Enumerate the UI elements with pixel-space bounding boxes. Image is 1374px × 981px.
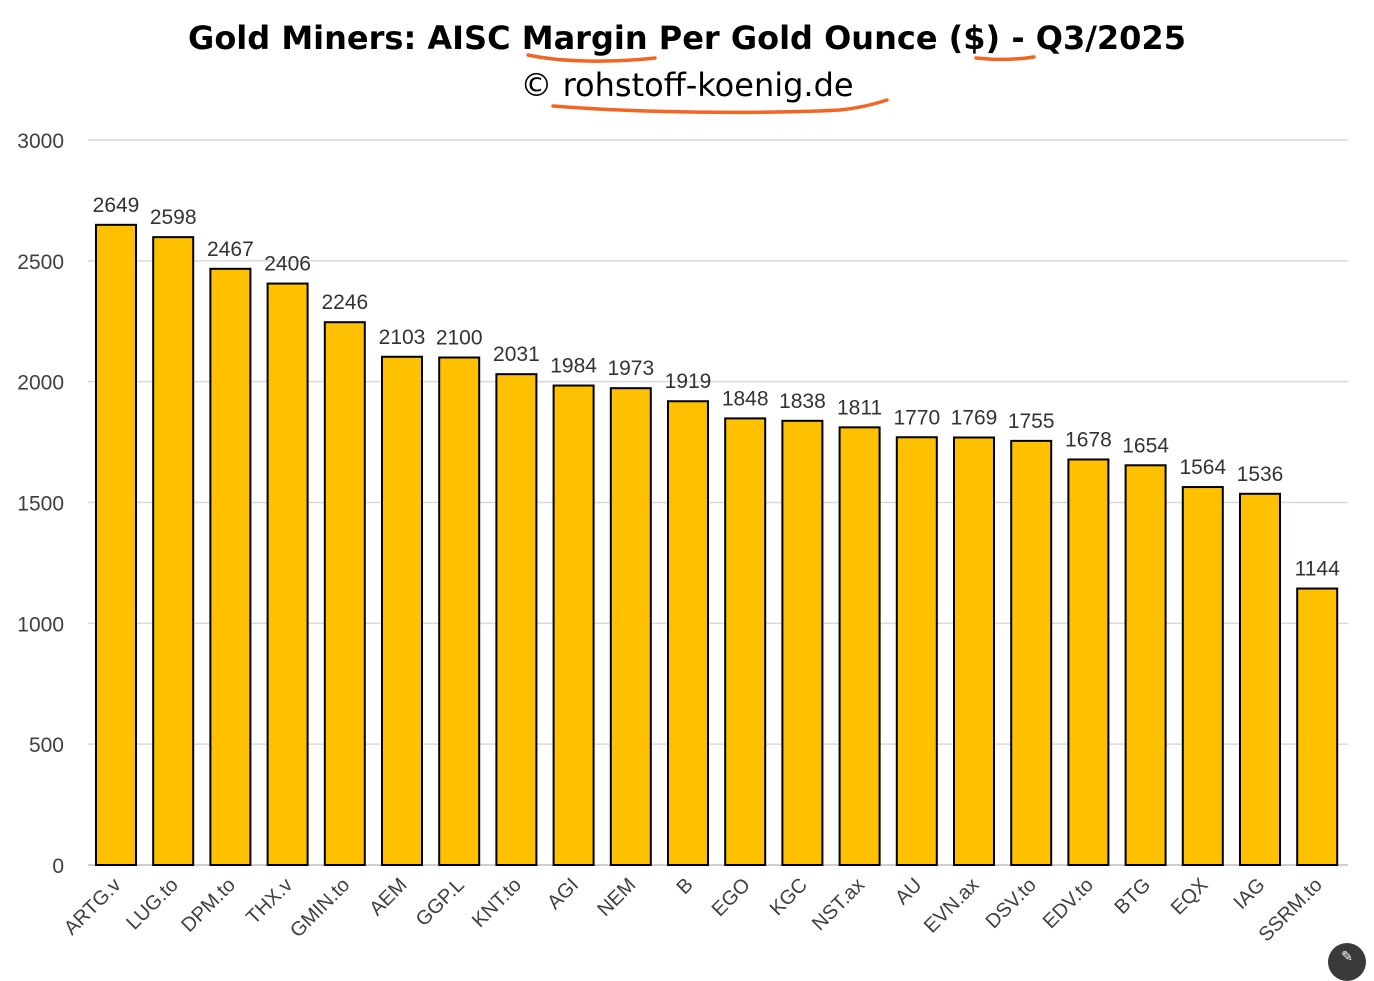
data-label: 1811 bbox=[837, 396, 882, 419]
x-tick-label: GGP.L bbox=[412, 874, 469, 931]
chart-title-group: Gold Miners: AISC Margin Per Gold Ounce … bbox=[188, 19, 1186, 104]
x-tick-label: IAG bbox=[1230, 874, 1270, 914]
chart-title: Gold Miners: AISC Margin Per Gold Ounce … bbox=[188, 19, 1186, 57]
data-label: 1838 bbox=[779, 390, 826, 413]
underline-margin bbox=[526, 53, 657, 63]
data-label: 2103 bbox=[379, 326, 426, 349]
data-label: 2406 bbox=[264, 253, 311, 276]
data-label: 2031 bbox=[493, 343, 540, 366]
x-tick-label: NST.ax bbox=[808, 874, 869, 935]
y-axis: 0 500 1000 1500 2000 2500 3000 bbox=[17, 130, 64, 878]
bar bbox=[838, 426, 881, 866]
data-label: 2649 bbox=[93, 194, 140, 217]
data-label: 2100 bbox=[436, 327, 483, 350]
bar bbox=[323, 321, 366, 866]
bar bbox=[953, 436, 995, 866]
data-label: 1769 bbox=[951, 406, 998, 429]
x-tick-label: LUG.to bbox=[122, 874, 182, 934]
bar bbox=[495, 373, 538, 866]
data-label: 2467 bbox=[207, 238, 254, 261]
y-tick-label: 3000 bbox=[17, 130, 64, 153]
bar bbox=[609, 387, 652, 866]
x-tick-label: NEM bbox=[593, 874, 640, 921]
bar bbox=[152, 236, 195, 866]
x-tick-label: BTG bbox=[1110, 874, 1155, 919]
bar bbox=[209, 267, 252, 866]
data-label: 1536 bbox=[1237, 463, 1284, 486]
bar bbox=[724, 417, 767, 866]
x-tick-label: EQX bbox=[1167, 874, 1212, 919]
bar bbox=[438, 356, 481, 866]
data-label: 1755 bbox=[1008, 410, 1055, 433]
y-tick-label: 1000 bbox=[17, 613, 64, 636]
bar bbox=[1181, 486, 1224, 866]
data-label: 1770 bbox=[893, 406, 940, 429]
underline-website bbox=[551, 98, 889, 115]
x-tick-label: DPM.to bbox=[177, 874, 240, 937]
data-labels: 2649 2598 2467 2406 2246 2103 2100 2031 1984 1973… bbox=[93, 194, 1340, 581]
bar bbox=[1067, 458, 1110, 866]
y-tick-label: 1500 bbox=[17, 493, 64, 516]
data-label: 2246 bbox=[321, 291, 368, 314]
y-tick-label: 2000 bbox=[17, 372, 64, 395]
bar bbox=[552, 384, 595, 866]
x-tick-label: EGO bbox=[708, 874, 755, 921]
data-label: 1984 bbox=[550, 355, 597, 378]
bars bbox=[95, 223, 1339, 866]
y-tick-label: 0 bbox=[52, 855, 64, 878]
data-label: 1144 bbox=[1295, 558, 1340, 581]
bar bbox=[895, 436, 938, 866]
x-tick-label: THX.v bbox=[242, 874, 297, 929]
x-tick-label: DSV.to bbox=[982, 874, 1041, 933]
bar bbox=[1124, 464, 1167, 866]
x-tick-label: AU bbox=[891, 874, 926, 909]
x-tick-label: KGC bbox=[766, 874, 812, 920]
y-tick-label: 500 bbox=[29, 734, 64, 757]
handwritten-underlines bbox=[526, 53, 1036, 115]
data-label: 1973 bbox=[607, 357, 654, 380]
x-tick-label: EDV.to bbox=[1039, 874, 1098, 933]
chart-subtitle: © rohstoff-koenig.de bbox=[520, 66, 853, 104]
bar bbox=[381, 355, 423, 866]
bar bbox=[781, 419, 824, 866]
bar bbox=[266, 282, 309, 866]
data-label: 1678 bbox=[1065, 428, 1112, 451]
y-tick-label: 2500 bbox=[17, 251, 64, 274]
bar bbox=[1010, 439, 1053, 866]
data-label: 1654 bbox=[1122, 434, 1169, 457]
data-label: 1564 bbox=[1179, 456, 1226, 479]
underline-q3 bbox=[974, 55, 1036, 62]
bar bbox=[1239, 492, 1281, 866]
x-tick-label: SSRM.to bbox=[1255, 874, 1327, 946]
image-edit-icon[interactable]: ✎ bbox=[1328, 943, 1366, 981]
x-tick-label: AEM bbox=[365, 874, 411, 920]
data-label: 1919 bbox=[665, 370, 712, 393]
x-tick-label: KNT.to bbox=[468, 874, 526, 932]
x-tick-label: EVN.ax bbox=[920, 874, 984, 938]
x-tick-label: AGI bbox=[543, 874, 583, 914]
x-tick-label: GMIN.to bbox=[286, 874, 354, 942]
bar bbox=[95, 223, 137, 866]
x-tick-label: B bbox=[673, 874, 698, 899]
bar bbox=[1296, 587, 1339, 866]
data-label: 2598 bbox=[150, 206, 197, 229]
bar bbox=[667, 400, 709, 866]
data-label: 1848 bbox=[722, 387, 769, 410]
x-tick-label: ARTG.v bbox=[60, 874, 126, 940]
